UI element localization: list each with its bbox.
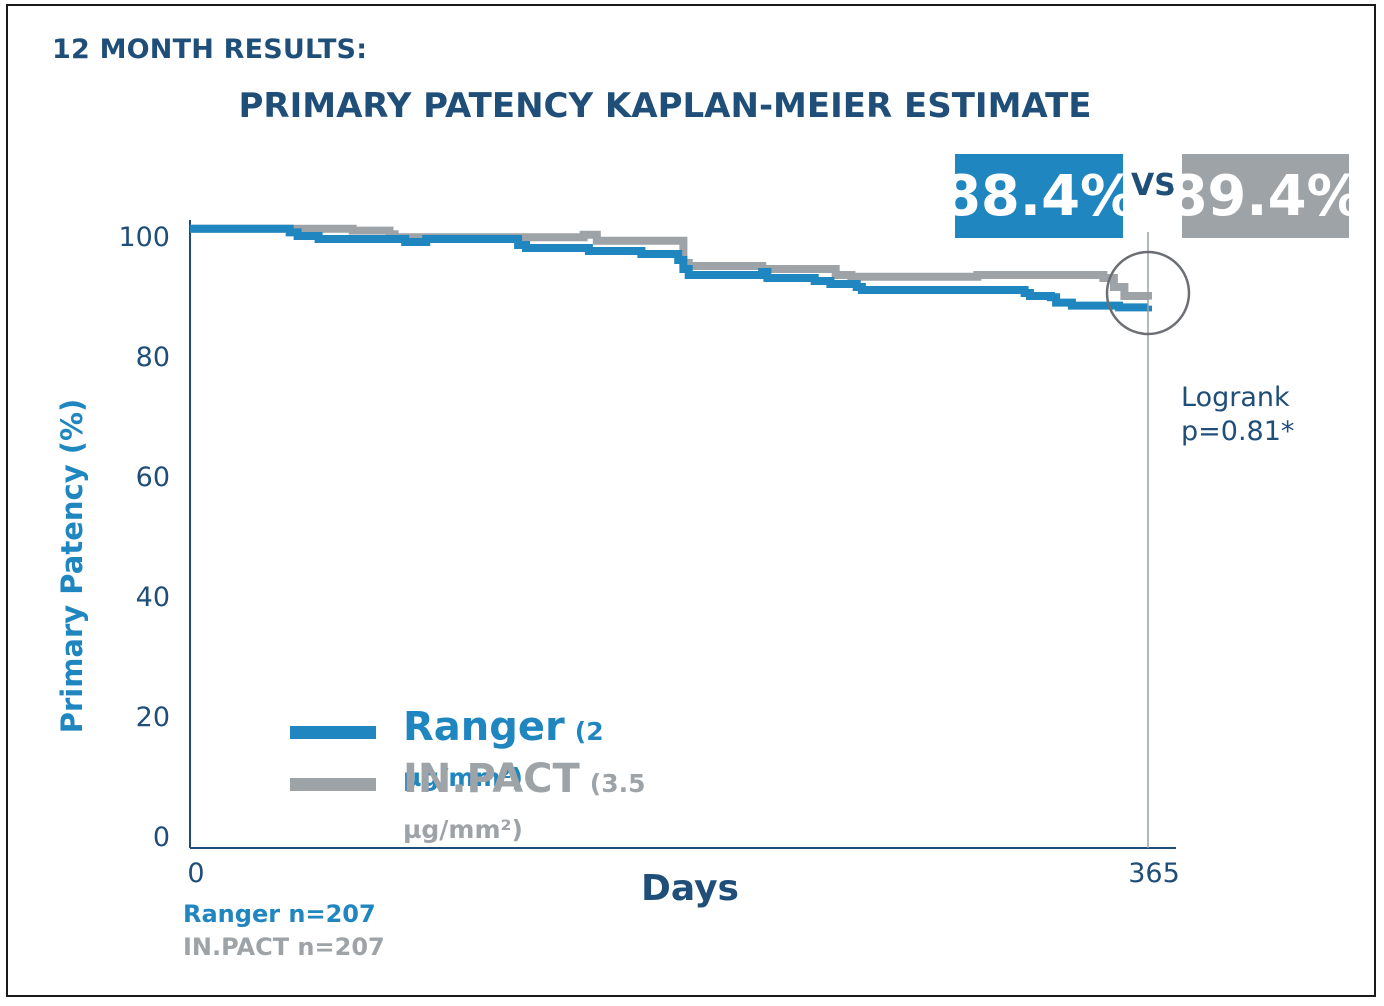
endpoint-highlight-circle	[1105, 250, 1191, 336]
x-tick-labels: 0 365	[187, 858, 1179, 889]
ranger-sample-size: Ranger n=207	[183, 900, 376, 928]
y-axis-label: Primary Patency (%)	[55, 398, 89, 734]
legend-dose-inpact: (3.5 µg/mm²)	[403, 769, 646, 844]
x-axis-label: Days	[641, 868, 739, 909]
logrank-label: Logrank	[1181, 382, 1290, 413]
plot-axes	[189, 220, 1176, 849]
y-tick-labels: 0 20 40 60 80 100	[118, 222, 170, 853]
y-tick-label-40: 40	[136, 582, 170, 613]
legend-label-ranger: Ranger (2 µg/mm²)	[403, 704, 604, 796]
y-tick-label-80: 80	[136, 342, 170, 373]
x-tick-label-0: 0	[187, 858, 204, 889]
logrank-pvalue: p=0.81*	[1181, 416, 1295, 447]
x-tick-label-365: 365	[1128, 858, 1180, 889]
y-tick-label-60: 60	[136, 462, 170, 493]
section-kicker: 12 MONTH RESULTS:	[52, 34, 368, 65]
y-tick-label-20: 20	[136, 702, 170, 733]
y-tick-label-0: 0	[153, 822, 170, 853]
legend-dose-ranger: (2 µg/mm²)	[403, 717, 604, 792]
legend-swatch-inpact	[290, 778, 376, 791]
inpact-sample-size: IN.PACT n=207	[183, 933, 385, 961]
legend-name-ranger: Ranger	[403, 704, 565, 750]
logrank-annotation: Logrank p=0.81*	[1181, 381, 1294, 449]
km-curve-ranger	[190, 224, 1152, 312]
legend-swatch-ranger	[290, 726, 376, 739]
figure-frame	[6, 4, 1376, 997]
endpoint-annotation	[1105, 232, 1191, 848]
versus-label: VS	[1131, 168, 1176, 203]
legend-label-inpact: IN.PACT (3.5 µg/mm²)	[403, 756, 646, 848]
chart-title: PRIMARY PATENCY KAPLAN-MEIER ESTIMATE	[238, 86, 1092, 126]
legend-name-inpact: IN.PACT	[403, 756, 580, 802]
ranger-result-badge: 88.4%	[942, 154, 1136, 238]
y-tick-label-100: 100	[118, 222, 170, 253]
inpact-result-badge: 89.4%	[1168, 154, 1363, 238]
km-curves	[190, 224, 1152, 312]
